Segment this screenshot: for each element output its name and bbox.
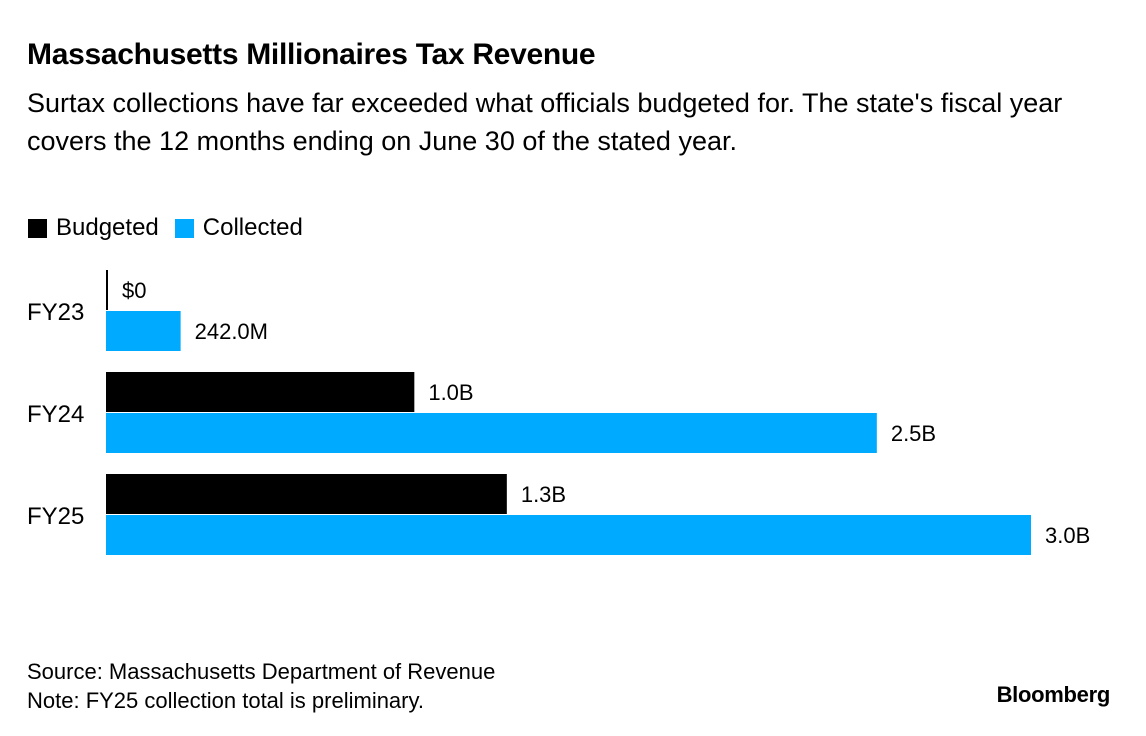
- category-label-fy25: FY25: [27, 503, 84, 530]
- category-label-fy24: FY24: [27, 401, 84, 428]
- chart-footer: Source: Massachusetts Department of Reve…: [27, 657, 495, 715]
- legend-swatch-collected: [174, 218, 194, 238]
- category-label-fy23: FY23: [27, 299, 84, 326]
- legend-label-collected: Collected: [202, 214, 303, 241]
- data-label-budgeted-fy23: $0: [122, 278, 146, 303]
- bar-chart: FY23 $0 242.0M FY24 1.0B 2.5B FY25 1.3B 3.0B: [27, 270, 1090, 555]
- data-label-collected-fy23: 242.0M: [195, 319, 268, 344]
- bar-budgeted-fy23: [106, 270, 108, 310]
- legend-item-budgeted: Budgeted: [28, 214, 159, 242]
- footnote: Note: FY25 collection total is prelimina…: [27, 688, 424, 713]
- data-label-budgeted-fy24: 1.0B: [428, 380, 473, 405]
- bar-budgeted-fy25: [106, 474, 507, 514]
- chart-title: Massachusetts Millionaires Tax Revenue: [27, 38, 596, 71]
- bar-collected-fy23: [106, 311, 181, 351]
- data-label-budgeted-fy25: 1.3B: [521, 482, 566, 507]
- chart-legend: Budgeted Collected: [28, 214, 319, 242]
- legend-swatch-budgeted: [28, 218, 47, 238]
- bar-budgeted-fy24: [106, 372, 415, 412]
- data-label-collected-fy24: 2.5B: [891, 421, 936, 446]
- data-label-collected-fy25: 3.0B: [1045, 523, 1090, 548]
- chart-subtitle: Surtax collections have far exceeded wha…: [27, 88, 1063, 156]
- legend-label-budgeted: Budgeted: [56, 214, 159, 241]
- bloomberg-logo: Bloomberg: [996, 682, 1111, 707]
- legend-item-collected: Collected: [174, 214, 303, 242]
- source-note: Source: Massachusetts Department of Reve…: [27, 659, 496, 684]
- bar-collected-fy24: [106, 413, 877, 453]
- bar-collected-fy25: [106, 515, 1031, 555]
